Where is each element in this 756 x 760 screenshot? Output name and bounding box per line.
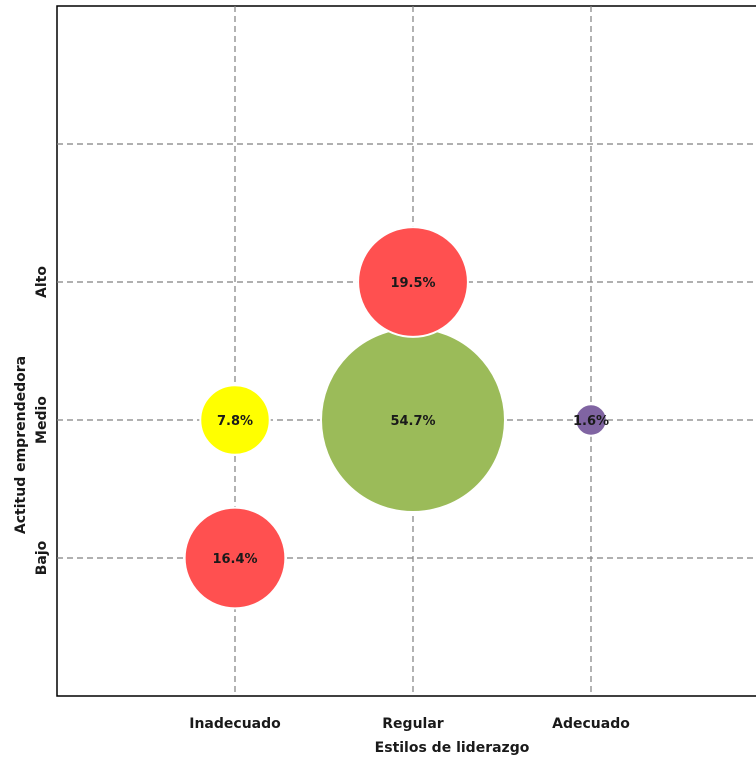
y-axis-title: Actitud emprendedora: [13, 356, 29, 534]
bubble: [183, 506, 287, 610]
bubble-data-label: 16.4%: [212, 552, 257, 567]
bubble: [199, 384, 271, 456]
bubble: [357, 226, 469, 338]
bubble-data-label: 54.7%: [390, 414, 435, 429]
bubbles: 54.7% 19.5% 16.4% 7.8% 1.6%: [183, 226, 609, 610]
y-tick-label: Alto: [34, 266, 50, 298]
x-axis-title: Estilos de liderazgo: [375, 740, 530, 756]
x-tick-label: Regular: [382, 716, 444, 732]
bubble: [574, 403, 608, 437]
x-tick-labels: Inadecuado Regular Adecuado: [189, 716, 630, 732]
y-tick-label: Medio: [34, 396, 50, 444]
x-tick-label: Adecuado: [552, 716, 630, 732]
bubble-data-label: 19.5%: [390, 276, 435, 291]
x-tick-label: Inadecuado: [189, 716, 281, 732]
bubble-data-label: 7.8%: [217, 414, 253, 429]
y-tick-labels: Bajo Medio Alto: [34, 266, 50, 576]
bubble-data-label: 1.6%: [573, 414, 609, 429]
y-tick-label: Bajo: [34, 540, 50, 575]
